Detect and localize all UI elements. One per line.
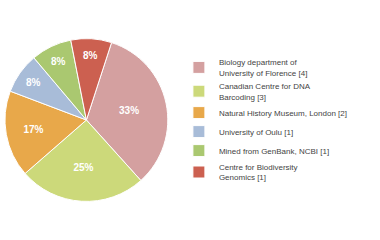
svg-text:8%: 8% <box>83 50 98 61</box>
svg-text:Biology department ofUniversit: Biology department ofUniversity of Flore… <box>219 58 307 77</box>
svg-text:17%: 17% <box>23 124 43 135</box>
svg-text:8%: 8% <box>51 56 66 67</box>
svg-text:Centre for BiodiversityGenomic: Centre for BiodiversityGenomics [1] <box>219 163 298 182</box>
svg-text:Natural History Museum, London: Natural History Museum, London [2] <box>219 109 347 118</box>
svg-text:8%: 8% <box>26 77 41 88</box>
svg-text:Canadian Centre for DNABarcodi: Canadian Centre for DNABarcoding [3] <box>219 82 311 101</box>
svg-text:33%: 33% <box>119 105 139 116</box>
svg-text:25%: 25% <box>73 162 93 173</box>
svg-text:Mined from GenBank, NCBI [1]: Mined from GenBank, NCBI [1] <box>219 147 329 156</box>
svg-text:University of Oulu [1]: University of Oulu [1] <box>219 128 293 137</box>
